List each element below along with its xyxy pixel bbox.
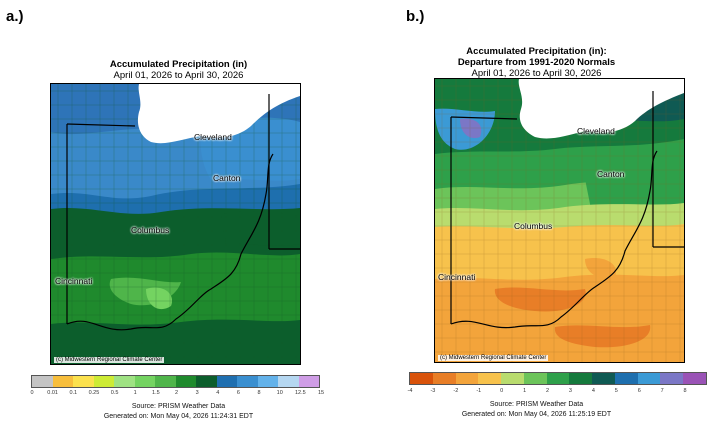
legend-swatch [546, 373, 570, 384]
legend-swatch [410, 373, 433, 384]
legend-tick-label: -1 [476, 388, 482, 394]
title-line-1: Accumulated Precipitation (in): [466, 46, 607, 57]
legend-tick-label: 1 [133, 390, 137, 396]
legend-swatch [257, 376, 278, 387]
legend-tick-label: 2 [174, 390, 179, 396]
legend-tick-label: 7 [660, 388, 664, 394]
legend-swatch [196, 376, 217, 387]
legend-swatch [73, 376, 94, 387]
legend-swatch [569, 373, 593, 384]
city-label-canton: Canton [213, 173, 241, 183]
title-subtitle: April 01, 2026 to April 30, 2026 [113, 70, 244, 81]
legend-swatch [432, 373, 456, 384]
city-label-canton: Canton [597, 169, 625, 179]
legend-swatch [637, 373, 661, 384]
legend-swatch [114, 376, 135, 387]
legend-tick-label: 3 [568, 388, 572, 394]
panel-label: b.) [406, 8, 425, 25]
legend-swatch [216, 376, 237, 387]
legend-swatch [52, 376, 73, 387]
city-label-columbus: Columbus [514, 221, 553, 231]
legend-swatch [93, 376, 114, 387]
title-line-2: Departure from 1991-2020 Normals [457, 57, 616, 68]
color-legend [31, 375, 320, 388]
panel-label: a.) [6, 8, 24, 25]
legend-swatch [134, 376, 155, 387]
map-credit: (c) Midwestern Regional Climate Center [438, 355, 549, 361]
map-graphic [51, 84, 300, 364]
legend-tick-label: 0.01 [47, 390, 58, 396]
legend-tick-label: -3 [430, 388, 436, 394]
city-label-columbus: Columbus [131, 225, 170, 235]
legend-swatch [614, 373, 638, 384]
map-credit: (c) Midwestern Regional Climate Center [54, 357, 165, 363]
legend-tick-label: 10 [276, 390, 283, 396]
precip-map: Cleveland Canton Columbus Cincinnati (c)… [50, 83, 301, 365]
legend-swatch [237, 376, 258, 387]
legend-tick-label: 6 [236, 390, 240, 396]
map-graphic [435, 79, 684, 362]
color-legend [409, 372, 707, 385]
legend-swatch [155, 376, 176, 387]
legend-swatch [501, 373, 524, 384]
legend-tick-label: 5 [614, 388, 618, 394]
legend-tick-label: 0 [500, 388, 504, 394]
legend-tick-label: 0.25 [88, 390, 100, 396]
legend-swatch [298, 376, 319, 387]
legend-tick-label: 8 [683, 388, 687, 394]
legend-ticks: -4 -3 -2 -1 0 1 2 3 4 5 6 7 8 [407, 388, 706, 398]
city-label-cincinnati: Cincinnati [55, 276, 93, 286]
departure-map: Cleveland Canton Columbus Cincinnati (c)… [434, 78, 685, 363]
city-label-cincinnati: Cincinnati [438, 272, 476, 282]
legend-swatch [660, 373, 684, 384]
panel-b: b.) Accumulated Precipitation (in): Depa… [358, 0, 715, 423]
legend-tick-label: 6 [637, 388, 641, 394]
legend-tick-label: -2 [453, 388, 459, 394]
map-title: Accumulated Precipitation (in): Departur… [358, 46, 715, 79]
legend-ticks: 0 0.01 0.1 0.25 0.5 1 1.5 2 3 4 6 8 10 12.5 15 [30, 390, 324, 400]
title-subtitle: April 01, 2026 to April 30, 2026 [471, 68, 602, 79]
source-note: Source: PRISM Weather Data [489, 401, 584, 408]
source-note: Source: PRISM Weather Data [131, 403, 226, 410]
legend-tick-label: 12.5 [294, 390, 306, 396]
legend-tick-label: 15 [317, 390, 325, 396]
legend-swatch [478, 373, 502, 384]
legend-tick-label: 8 [257, 390, 261, 396]
title-line-1: Accumulated Precipitation (in) [109, 59, 248, 70]
generated-note: Generated on: Mon May 04, 2026 11:24:31 … [103, 413, 254, 420]
legend-swatch [32, 376, 53, 387]
city-label-cleveland: Cleveland [577, 126, 615, 136]
legend-tick-label: 0.5 [110, 390, 119, 396]
legend-tick-label: 4 [591, 388, 595, 394]
map-title: Accumulated Precipitation (in) April 01,… [0, 59, 357, 81]
legend-swatch [683, 373, 706, 384]
legend-swatch [175, 376, 196, 387]
legend-swatch [592, 373, 615, 384]
legend-tick-label: 2 [546, 388, 550, 394]
legend-swatch [455, 373, 479, 384]
legend-swatch [523, 373, 547, 384]
panel-a: a.) Accumulated Precipitation (in) April… [0, 0, 357, 423]
legend-tick-label: 1.5 [152, 390, 160, 396]
city-label-cleveland: Cleveland [194, 132, 232, 142]
legend-tick-label: -4 [407, 388, 413, 394]
legend-tick-label: 1 [523, 388, 527, 394]
legend-tick-label: 3 [195, 390, 199, 396]
legend-tick-label: 0.1 [69, 390, 78, 396]
generated-note: Generated on: Mon May 04, 2026 11:25:19 … [461, 411, 612, 418]
legend-tick-label: 0 [30, 390, 34, 396]
legend-swatch [278, 376, 299, 387]
legend-tick-label: 4 [216, 390, 220, 396]
